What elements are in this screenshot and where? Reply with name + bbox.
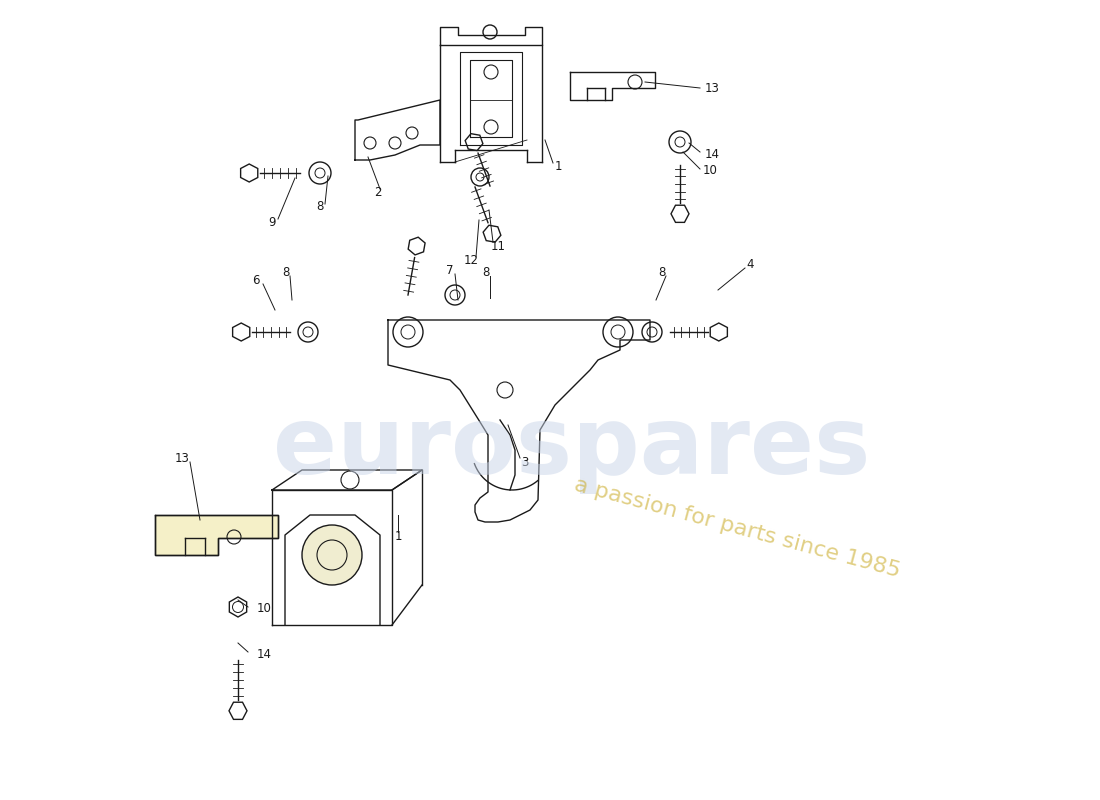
Text: 8: 8 [283, 266, 289, 278]
Text: 7: 7 [447, 263, 453, 277]
Text: 6: 6 [252, 274, 260, 286]
Text: 8: 8 [317, 201, 323, 214]
Text: 8: 8 [482, 266, 490, 278]
Text: 13: 13 [705, 82, 719, 94]
Text: 8: 8 [658, 266, 666, 278]
Text: 1: 1 [554, 159, 562, 173]
Text: 9: 9 [268, 215, 276, 229]
Text: 2: 2 [374, 186, 382, 199]
Text: 14: 14 [704, 147, 719, 161]
Text: 4: 4 [746, 258, 754, 270]
Text: 14: 14 [256, 647, 272, 661]
Text: a passion for parts since 1985: a passion for parts since 1985 [572, 474, 902, 582]
Circle shape [302, 525, 362, 585]
Text: 10: 10 [703, 165, 717, 178]
Polygon shape [155, 515, 278, 555]
Text: 3: 3 [521, 455, 529, 469]
Text: 11: 11 [491, 239, 506, 253]
Text: 12: 12 [463, 254, 478, 267]
Text: 13: 13 [175, 451, 189, 465]
Text: 10: 10 [256, 602, 272, 614]
Text: eurospares: eurospares [273, 402, 871, 494]
Text: 1: 1 [394, 530, 402, 542]
